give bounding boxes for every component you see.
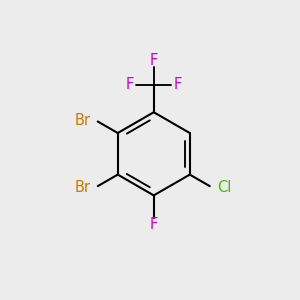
Text: Br: Br xyxy=(74,113,90,128)
Text: F: F xyxy=(150,53,158,68)
Text: F: F xyxy=(174,77,182,92)
Text: F: F xyxy=(125,77,134,92)
Text: Br: Br xyxy=(74,180,90,195)
Text: F: F xyxy=(150,218,158,232)
Text: Cl: Cl xyxy=(217,180,232,195)
